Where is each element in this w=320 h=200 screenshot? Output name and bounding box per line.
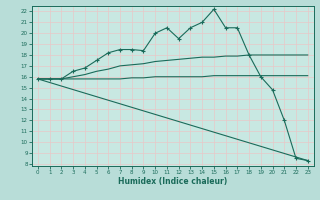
X-axis label: Humidex (Indice chaleur): Humidex (Indice chaleur)	[118, 177, 228, 186]
